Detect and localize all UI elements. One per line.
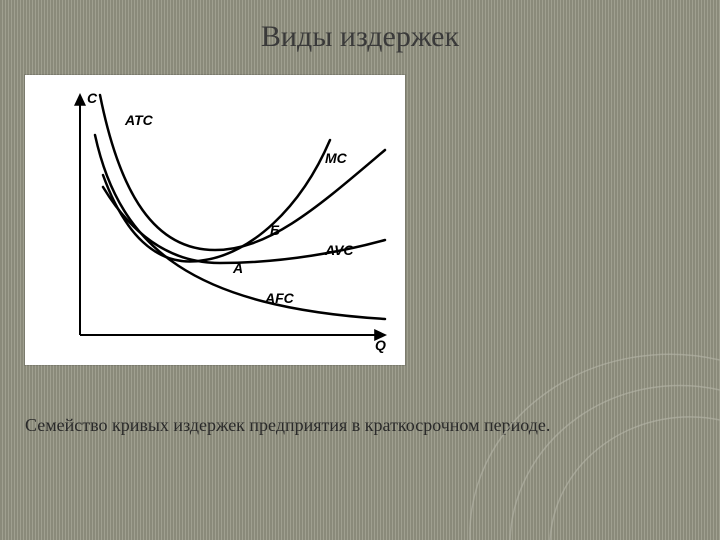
svg-text:AFC: AFC <box>264 290 295 306</box>
svg-text:Q: Q <box>375 337 386 353</box>
slide-title: Виды издержек <box>0 20 720 54</box>
svg-text:C: C <box>87 90 98 106</box>
cost-curves-chart: ATC MC AVC AFC А Б C Q <box>25 75 405 365</box>
svg-text:Б: Б <box>270 222 280 238</box>
svg-text:AVC: AVC <box>324 242 354 258</box>
svg-text:ATC: ATC <box>124 112 154 128</box>
chart-caption: Семейство кривых издержек предприятия в … <box>25 415 550 436</box>
svg-text:MC: MC <box>325 150 348 166</box>
chart-svg: ATC MC AVC AFC А Б C Q <box>25 75 405 365</box>
svg-text:А: А <box>232 260 243 276</box>
